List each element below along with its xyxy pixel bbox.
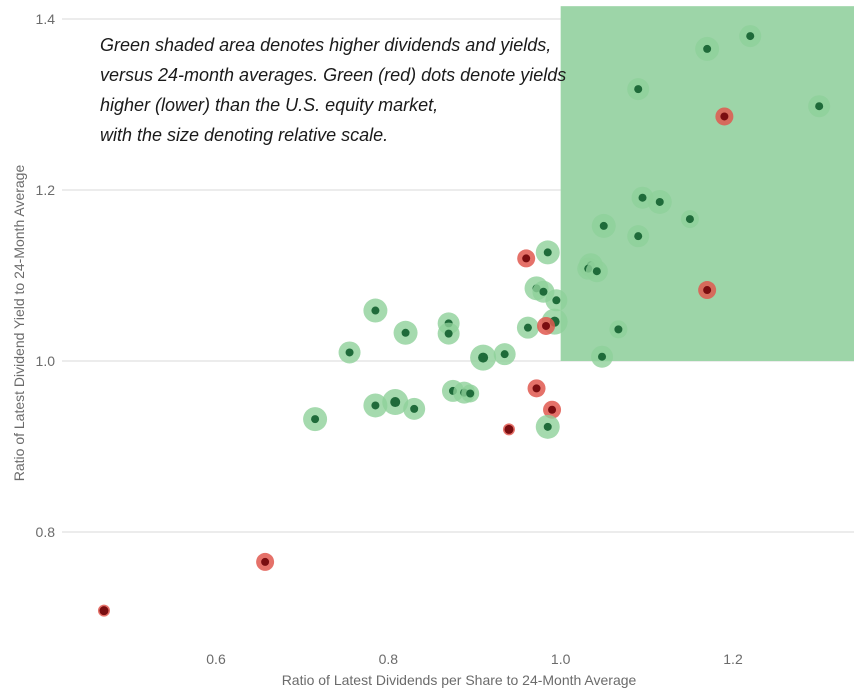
point-dot — [401, 328, 410, 337]
point-dot — [345, 348, 354, 357]
green-data-point — [545, 289, 568, 312]
green-data-point — [627, 225, 650, 248]
point-dot — [598, 352, 607, 361]
data-points — [97, 25, 831, 617]
point-dot — [599, 221, 608, 230]
point-dot — [390, 397, 401, 408]
green-data-point — [437, 322, 460, 345]
y-tick-label: 1.0 — [36, 353, 56, 369]
point-dot — [815, 102, 824, 111]
green-data-point — [585, 260, 608, 283]
point-dot — [522, 254, 531, 263]
red-data-point — [698, 281, 717, 300]
red-data-point — [527, 379, 546, 398]
green-data-point — [535, 414, 560, 439]
green-data-point — [591, 345, 614, 368]
green-data-point — [338, 341, 361, 364]
point-dot — [685, 215, 694, 224]
green-data-point — [680, 210, 699, 229]
green-data-point — [470, 344, 497, 371]
point-dot — [655, 197, 664, 206]
green-data-point — [627, 78, 650, 101]
green-data-point — [363, 393, 388, 418]
green-data-point — [382, 389, 409, 416]
point-dot — [614, 325, 623, 334]
point-dot — [703, 44, 712, 53]
x-tick-label: 0.8 — [379, 651, 399, 667]
shaded-region-layer — [560, 6, 854, 362]
green-data-point — [647, 189, 672, 214]
annotation-line: versus 24-month averages. Green (red) do… — [100, 65, 567, 85]
shaded-region — [560, 6, 854, 362]
red-data-point — [502, 423, 515, 436]
y-tick-label: 1.2 — [36, 182, 56, 198]
annotation-line: with the size denoting relative scale. — [100, 125, 389, 145]
point-dot — [592, 267, 601, 276]
point-dot — [261, 557, 270, 566]
green-data-point — [695, 36, 720, 61]
point-dot — [543, 422, 552, 431]
point-dot — [720, 112, 729, 121]
point-dot — [99, 606, 109, 616]
point-dot — [539, 287, 548, 296]
point-dot — [542, 321, 551, 330]
point-dot — [523, 323, 532, 332]
green-data-point — [591, 213, 616, 238]
annotation-text: Green shaded area denotes higher dividen… — [100, 30, 567, 150]
y-tick-label: 1.4 — [36, 11, 56, 27]
green-data-point — [808, 95, 831, 118]
x-tick-label: 0.6 — [206, 651, 226, 667]
point-dot — [634, 85, 643, 94]
point-dot — [371, 401, 380, 410]
point-dot — [543, 248, 552, 257]
x-tick-label: 1.2 — [723, 651, 743, 667]
red-data-point — [543, 400, 562, 419]
x-tick-label: 1.0 — [551, 651, 571, 667]
point-dot — [371, 306, 380, 315]
y-axis-title: Ratio of Latest Dividend Yield to 24-Mon… — [11, 165, 27, 482]
x-axis-title: Ratio of Latest Dividends per Share to 2… — [282, 672, 637, 688]
point-dot — [703, 286, 712, 295]
annotation-line: higher (lower) than the U.S. equity mark… — [100, 95, 439, 115]
point-dot — [500, 350, 509, 359]
green-data-point — [493, 343, 516, 366]
point-dot — [634, 232, 643, 241]
red-data-point — [256, 552, 275, 571]
green-data-point — [739, 25, 762, 48]
green-data-point — [461, 384, 480, 403]
point-dot — [466, 389, 475, 398]
red-data-point — [537, 316, 556, 335]
y-tick-label: 0.8 — [36, 524, 56, 540]
tick-labels: 0.8 1.0 1.2 1.4 0.6 0.8 1.0 1.2 — [36, 11, 743, 667]
green-data-point — [535, 240, 560, 265]
point-dot — [548, 405, 557, 414]
green-data-point — [363, 298, 388, 323]
green-data-point — [303, 407, 328, 432]
green-data-point — [403, 397, 426, 420]
point-dot — [311, 415, 320, 424]
point-dot — [552, 296, 561, 305]
point-dot — [478, 352, 489, 363]
point-dot — [444, 329, 453, 338]
green-data-point — [609, 320, 628, 339]
point-dot — [504, 424, 514, 434]
green-data-point — [516, 316, 539, 339]
green-data-point — [393, 320, 418, 345]
red-data-point — [517, 249, 536, 268]
red-data-point — [715, 107, 734, 126]
point-dot — [746, 32, 755, 41]
red-data-point — [97, 604, 110, 617]
point-dot — [410, 404, 419, 413]
annotation-line: Green shaded area denotes higher dividen… — [100, 35, 552, 55]
point-dot — [532, 384, 541, 393]
point-dot — [638, 193, 647, 202]
